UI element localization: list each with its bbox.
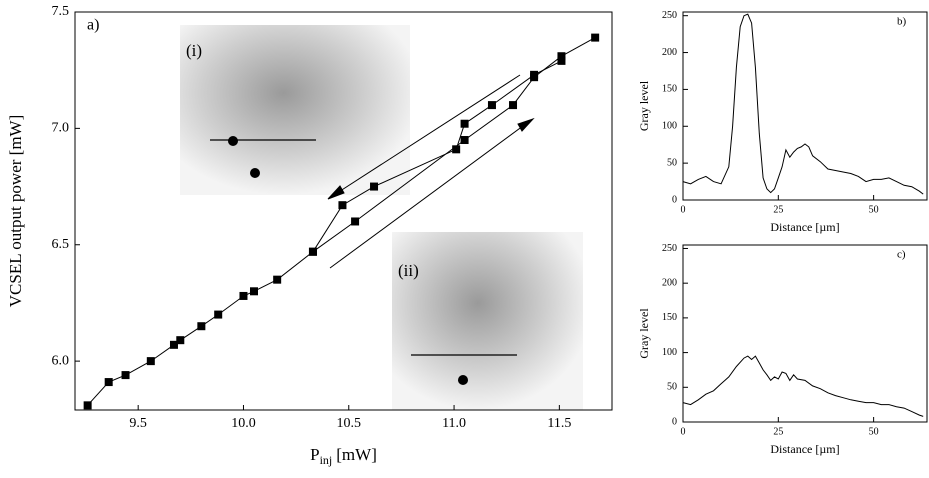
x-tick-label: 11.0 [442, 416, 466, 431]
x-tick-label: 9.5 [129, 416, 147, 431]
plot-frame [683, 245, 927, 422]
x-tick-label: 25 [773, 204, 783, 215]
y-tick-label: 50 [667, 157, 677, 168]
y-tick-label: 200 [662, 47, 677, 58]
annotation: (ii) [398, 261, 419, 280]
x-axis-label: Pinj[mW] [310, 445, 377, 467]
x-axis-label-unit: [mW] [336, 445, 377, 464]
data-point [461, 136, 469, 144]
data-point [122, 371, 130, 379]
data-point [197, 322, 205, 330]
data-point [176, 336, 184, 344]
x-axis-label-main: P [310, 445, 319, 464]
data-point [461, 120, 469, 128]
x-tick-label: 11.5 [547, 416, 571, 431]
plot-frame [683, 12, 927, 200]
data-point [273, 276, 281, 284]
inset-image-i [180, 25, 410, 195]
x-tick-label: 10.0 [231, 416, 256, 431]
y-axis-label: Gray level [637, 80, 651, 131]
data-point [239, 292, 247, 300]
data-point [84, 401, 92, 409]
data-point [591, 34, 599, 42]
data-point [250, 287, 258, 295]
panel-label: b) [897, 16, 907, 28]
data-point [338, 201, 346, 209]
data-point [351, 217, 359, 225]
y-axis-label: Gray level [637, 308, 651, 359]
data-point [147, 357, 155, 365]
figure: 9.5 10.0 10.5 11.0 11.5 6.0 6.5 7.0 7.5 a) VCSEL o… [0, 0, 929, 478]
data-point [530, 71, 538, 79]
data-point [309, 248, 317, 256]
x-tick-label: 50 [869, 426, 879, 437]
y-tick-label: 7.0 [52, 121, 70, 136]
y-tick-label: 250 [662, 243, 677, 254]
data-point [214, 311, 222, 319]
y-tick-label: 200 [662, 277, 677, 288]
y-tick-label: 7.5 [52, 4, 70, 19]
annotation: (i) [186, 41, 202, 60]
x-tick-label: 25 [773, 426, 783, 437]
panel-label: a) [87, 17, 99, 34]
y-tick-label: 100 [662, 121, 677, 132]
x-axis-label: Distance [µm] [770, 220, 839, 234]
y-tick-label: 0 [672, 416, 677, 427]
data-line [683, 14, 923, 194]
y-tick-label: 100 [662, 347, 677, 358]
y-tick-label: 6.0 [52, 353, 70, 368]
data-point [452, 145, 460, 153]
y-tick-label: 150 [662, 84, 677, 95]
data-point [557, 57, 565, 65]
x-axis-label: Distance [µm] [770, 442, 839, 456]
inset-image-ii [392, 232, 583, 410]
panel-label: c) [897, 249, 906, 261]
x-tick-label: 0 [681, 426, 686, 437]
data-point [509, 101, 517, 109]
data-point [370, 183, 378, 191]
data-line [683, 356, 923, 416]
y-tick-label: 150 [662, 312, 677, 323]
y-tick-label: 0 [672, 194, 677, 205]
y-tick-label: 50 [667, 382, 677, 393]
x-tick-label: 0 [681, 204, 686, 215]
x-tick-label: 50 [869, 204, 879, 215]
y-tick-label: 6.5 [52, 237, 70, 252]
x-tick-label: 10.5 [337, 416, 362, 431]
y-axis-label: VCSEL output power [mW] [6, 115, 25, 307]
data-point [105, 378, 113, 386]
data-point [488, 101, 496, 109]
y-tick-label: 250 [662, 10, 677, 21]
x-axis-label-sub: inj [320, 453, 333, 467]
